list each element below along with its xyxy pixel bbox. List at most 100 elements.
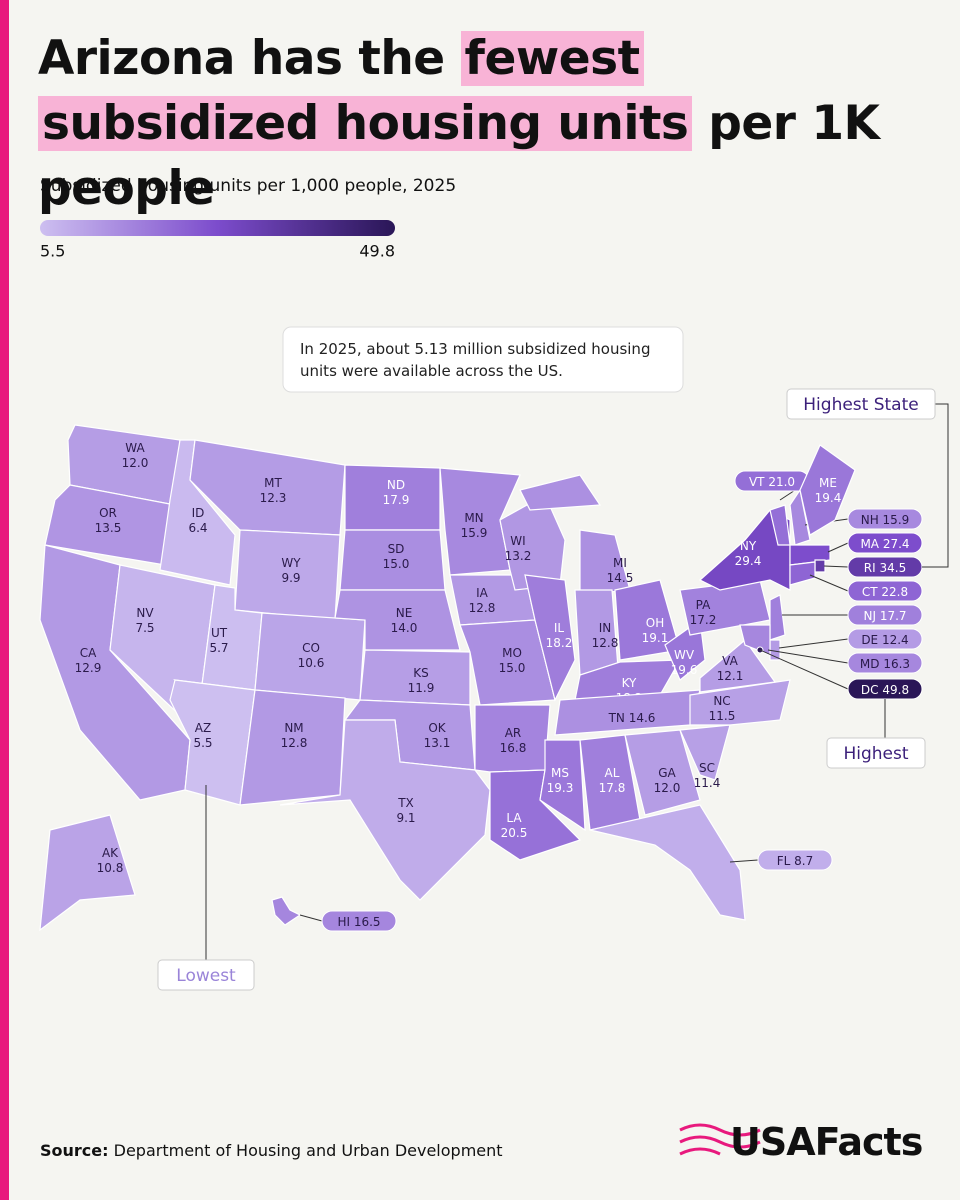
state <box>739 624 771 656</box>
state-abbr: DC <box>861 683 879 697</box>
state-value: 19.1 <box>642 631 669 645</box>
state-abbr: SD <box>388 542 405 556</box>
state-value: 16.8 <box>500 741 527 755</box>
state-label: NC 11.5 <box>709 694 736 723</box>
state-value: 13.5 <box>95 521 122 535</box>
state-value: 14.6 <box>629 711 656 725</box>
leader-line <box>823 565 849 568</box>
state-abbr: FL <box>777 854 791 868</box>
state-value: 12.3 <box>260 491 287 505</box>
legend-bar <box>40 220 395 236</box>
state-abbr: NE <box>396 606 413 620</box>
callout-box <box>786 388 936 420</box>
state-value: 22.8 <box>881 585 908 599</box>
state-value: 12.1 <box>717 669 744 683</box>
state-pill-label: FL 8.7 <box>777 854 814 868</box>
state-pill-label: NH 15.9 <box>861 513 910 527</box>
title-part: per 1K people <box>38 96 880 216</box>
state-value: 16.3 <box>883 657 910 671</box>
state <box>814 559 826 573</box>
state-abbr: LA <box>506 811 522 825</box>
state-label: ND 17.9 <box>383 478 410 507</box>
state-abbr: IA <box>476 586 489 600</box>
state-value: 17.9 <box>383 493 410 507</box>
state-pill <box>847 508 923 530</box>
state-abbr: RI <box>864 561 876 575</box>
state-label: MI 14.5 <box>607 556 634 585</box>
callout-label: Highest State <box>803 395 918 415</box>
state-value: 14.0 <box>391 621 418 635</box>
state-value: 11.9 <box>408 681 435 695</box>
note: In 2025, about 5.13 million subsidized h… <box>300 340 650 380</box>
state-label: PA 17.2 <box>690 598 717 627</box>
state-label: KS 11.9 <box>408 666 435 695</box>
state-value: 20.5 <box>501 826 528 840</box>
state-value: 19.6 <box>671 663 698 677</box>
state-abbr: VT <box>749 475 765 489</box>
source-label: Source: <box>40 1141 109 1160</box>
state-value: 17.2 <box>690 613 717 627</box>
state <box>769 594 786 641</box>
state-label: MO 15.0 <box>499 646 526 675</box>
state-pill <box>847 652 923 674</box>
subtitle: Subsidized housing units per 1,000 peopl… <box>40 176 457 196</box>
state-label: NM 12.8 <box>281 721 308 750</box>
state-value: 15.9 <box>461 526 488 540</box>
leader-line <box>809 574 849 592</box>
state-abbr: AR <box>505 726 522 740</box>
state-value: 12.8 <box>281 736 308 750</box>
state-label: LA 20.5 <box>501 811 528 840</box>
state <box>459 619 556 706</box>
state-abbr: DE <box>861 633 878 647</box>
state-value: 15.0 <box>499 661 526 675</box>
state-abbr: KS <box>413 666 429 680</box>
state-value: 19.3 <box>547 781 574 795</box>
state-abbr: MS <box>551 766 569 780</box>
state <box>574 659 682 701</box>
state <box>524 574 576 702</box>
state-label: OK 13.1 <box>424 721 451 750</box>
state <box>539 739 586 832</box>
state-pill <box>321 910 397 932</box>
legend-max: 49.8 <box>359 242 395 261</box>
state-abbr: NM <box>284 721 303 735</box>
state-value: 12.8 <box>592 636 619 650</box>
state-value: 17.8 <box>599 781 626 795</box>
state-abbr: AL <box>605 766 620 780</box>
state-pill-label: DC 49.8 <box>861 683 909 697</box>
state-abbr: MT <box>264 476 282 490</box>
state-abbr: NY <box>740 539 757 553</box>
state-label: UT 5.7 <box>209 626 228 655</box>
state-value: 49.8 <box>882 683 909 697</box>
state-pill <box>847 532 923 554</box>
accent-bar <box>0 0 9 1200</box>
state-value: 18.2 <box>546 636 573 650</box>
state-abbr: CT <box>862 585 878 599</box>
state-abbr: WY <box>281 556 301 570</box>
state-value: 10.6 <box>298 656 325 670</box>
state-abbr: MA <box>860 537 879 551</box>
state-abbr: AK <box>102 846 119 860</box>
state-abbr: MO <box>502 646 522 660</box>
state-label: IL 18.2 <box>546 621 573 650</box>
state-abbr: WI <box>510 534 525 548</box>
state-pill-label: MA 27.4 <box>860 537 909 551</box>
state-value: 10.8 <box>97 861 124 875</box>
state-abbr: AZ <box>195 721 211 735</box>
state-abbr: GA <box>658 766 676 780</box>
state <box>679 724 731 781</box>
legend-min: 5.5 <box>40 242 65 261</box>
state-value: 12.0 <box>654 781 681 795</box>
state <box>519 474 602 511</box>
state-label: AR 16.8 <box>500 726 527 755</box>
state-label: MS 19.3 <box>547 766 574 795</box>
state-label: MN 15.9 <box>461 511 488 540</box>
state-value: 5.5 <box>193 736 212 750</box>
state-label: MT 12.3 <box>260 476 287 505</box>
title-part: Arizona has the <box>38 31 445 86</box>
state-value: 13.1 <box>424 736 451 750</box>
state-pill-label: RI 34.5 <box>864 561 906 575</box>
state-label: NE 14.0 <box>391 606 418 635</box>
